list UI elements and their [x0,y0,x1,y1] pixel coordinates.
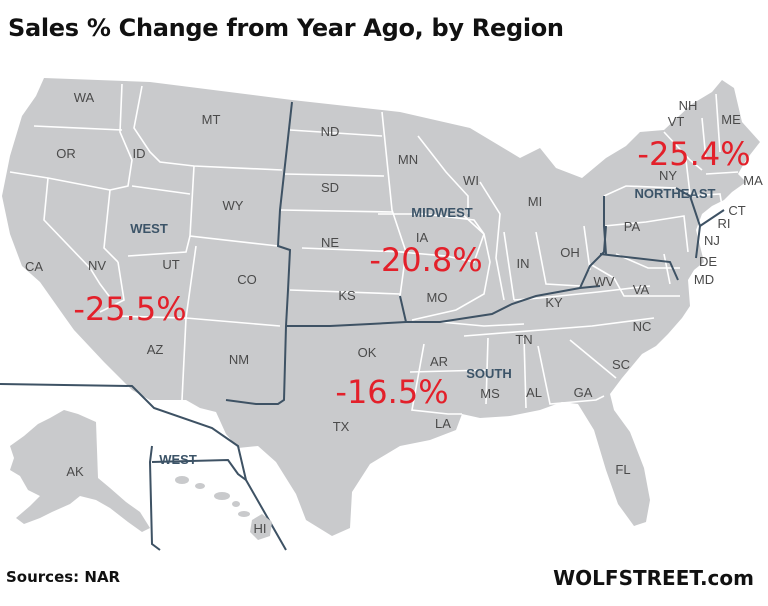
hawaii-shapes [175,476,272,540]
state-label-ok: OK [358,345,377,360]
state-label-id: ID [133,146,146,161]
state-label-ms: MS [480,386,500,401]
region-value-south: -16.5% [335,373,448,411]
region-label-south: SOUTH [466,366,512,381]
state-label-ri: RI [718,216,731,231]
state-label-ks: KS [338,288,356,303]
state-borders [9,83,739,415]
state-label-az: AZ [147,342,164,357]
state-label-mo: MO [427,290,448,305]
state-label-nc: NC [633,319,652,334]
state-label-tx: TX [333,419,350,434]
state-label-hi: HI [254,521,267,536]
state-label-ga: GA [574,385,593,400]
state-label-nd: ND [321,124,340,139]
state-label-ca: CA [25,259,43,274]
state-label-me: ME [721,112,741,127]
state-label-ia: IA [416,230,429,245]
state-label-la: LA [435,416,451,431]
state-label-oh: OH [560,245,580,260]
source-note: Sources: NAR [6,568,121,586]
state-label-wy: WY [223,198,244,213]
state-label-ky: KY [545,295,563,310]
region-value-west: -25.5% [73,290,186,328]
state-label-fl: FL [615,462,630,477]
state-label-nv: NV [88,258,106,273]
state-label-vt: VT [668,114,685,129]
state-label-ny: NY [659,168,677,183]
state-label-in: IN [517,256,530,271]
region-label-west-inset: WEST [159,452,197,467]
inset-divider [148,445,247,551]
state-label-co: CO [237,272,257,287]
region-label-northeast: NORTHEAST [635,186,716,201]
state-label-ar: AR [430,354,448,369]
region-value-northeast: -25.4% [637,135,750,173]
state-label-mt: MT [202,112,221,127]
brand-watermark: WOLFSTREET.com [553,566,754,590]
map-title: Sales % Change from Year Ago, by Region [8,14,564,42]
state-label-mn: MN [398,152,418,167]
state-label-tn: TN [515,332,532,347]
contiguous-us-landmass [2,78,760,536]
region-label-west: WEST [130,221,168,236]
region-label-midwest: MIDWEST [411,205,472,220]
state-label-md: MD [694,272,714,287]
state-label-sc: SC [612,357,630,372]
region-labels: WEST MIDWEST SOUTH NORTHEAST WEST [130,186,715,467]
state-label-nm: NM [229,352,249,367]
state-labels: WA OR CA ID NV MT WY UT AZ CO NM ND SD N… [25,90,763,536]
state-label-nj: NJ [704,233,720,248]
region-borders [225,101,725,405]
state-label-de: DE [699,254,717,269]
state-label-wi: WI [463,173,479,188]
state-label-wa: WA [74,90,95,105]
state-label-al: AL [526,385,542,400]
state-label-or: OR [56,146,76,161]
state-label-ct: CT [728,203,745,218]
state-label-ut: UT [162,257,179,272]
state-label-sd: SD [321,180,339,195]
region-values: -25.4% -20.8% -25.5% -16.5% [73,135,750,411]
state-label-pa: PA [624,219,641,234]
state-label-nh: NH [679,98,698,113]
state-label-va: VA [633,282,650,297]
region-value-midwest: -20.8% [369,241,482,279]
state-label-ak: AK [66,464,84,479]
state-label-ne: NE [321,235,339,250]
state-label-ma: MA [743,173,763,188]
alaska-shape [10,410,150,532]
state-label-mi: MI [528,194,542,209]
state-label-wv: WV [594,274,615,289]
